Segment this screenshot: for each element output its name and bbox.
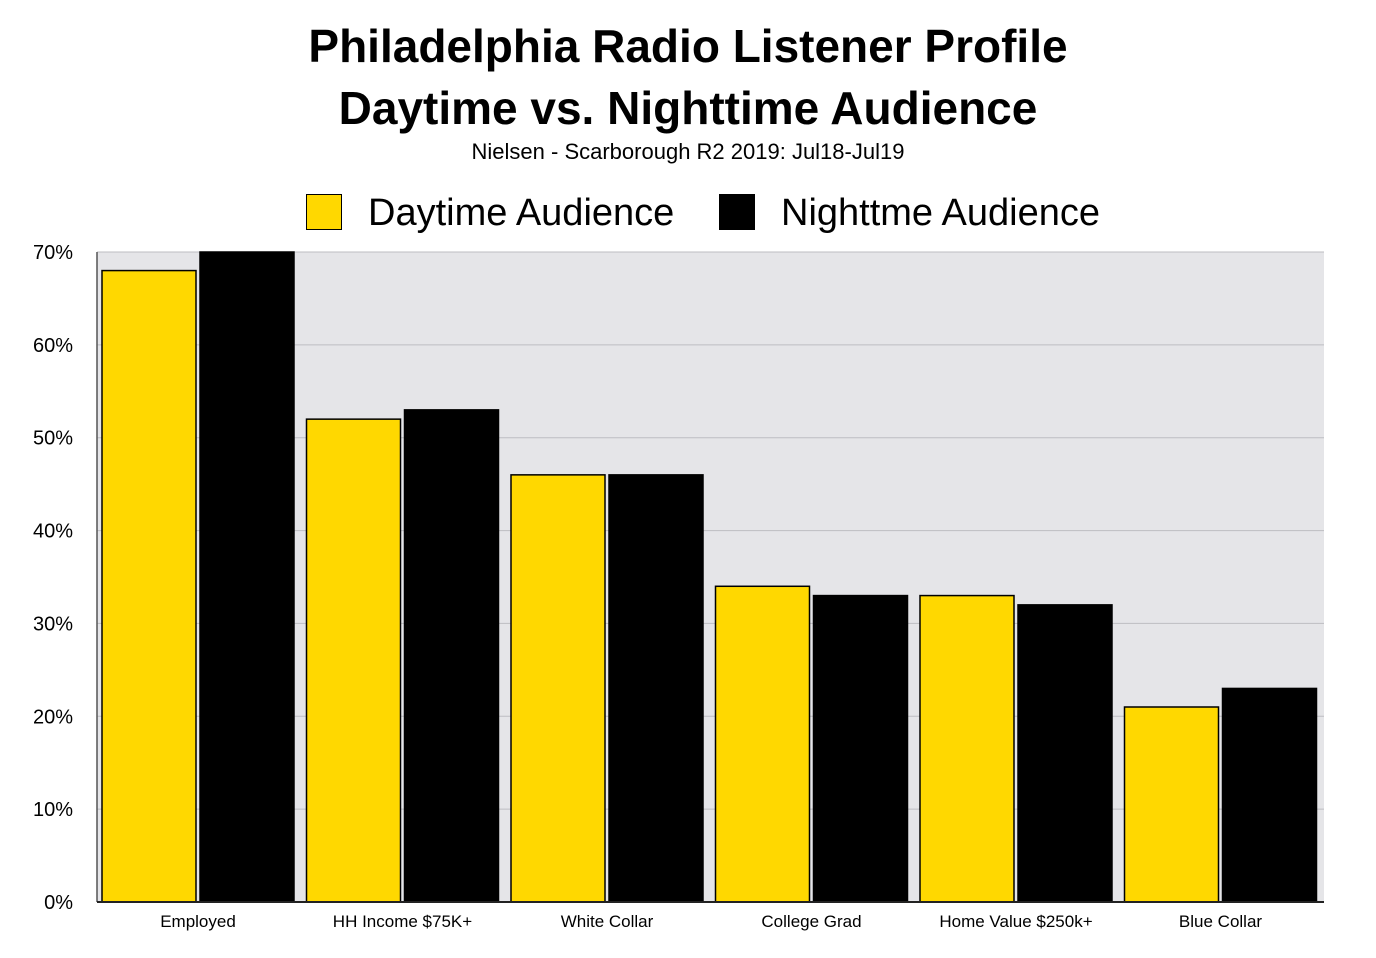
chart-title-line1: Philadelphia Radio Listener Profile bbox=[308, 20, 1068, 72]
chart-title-line2: Daytime vs. Nighttime Audience bbox=[338, 82, 1038, 134]
legend-label-nighttime: Nighttme Audience bbox=[781, 192, 1100, 234]
axes bbox=[96, 252, 1324, 903]
bar-nighttime-4 bbox=[1017, 604, 1113, 903]
bar-daytime-3 bbox=[714, 585, 811, 903]
y-tick-label: 20% bbox=[33, 706, 73, 728]
gridlines bbox=[97, 251, 1324, 810]
bars bbox=[101, 251, 1318, 903]
bar-nighttime-0 bbox=[199, 251, 295, 903]
x-tick-label: White Collar bbox=[561, 912, 654, 931]
bar-daytime-1 bbox=[305, 418, 402, 903]
tick-labels: 0% 10% 20% 30% 40% 50% 60% 70% Employed HH Income… bbox=[33, 242, 1262, 931]
y-tick-label: 50% bbox=[33, 428, 73, 450]
legend-label-daytime: Daytime Audience bbox=[368, 192, 675, 234]
bar-daytime-5 bbox=[1123, 706, 1220, 903]
x-tick-label: Blue Collar bbox=[1179, 912, 1262, 931]
bar-nighttime-5 bbox=[1221, 687, 1318, 903]
bar-nighttime-1 bbox=[403, 409, 500, 903]
legend-swatch-nighttime bbox=[719, 194, 755, 230]
x-tick-label: Home Value $250k+ bbox=[939, 912, 1092, 931]
bar-daytime-0 bbox=[101, 269, 197, 903]
x-tick-label: HH Income $75K+ bbox=[333, 912, 472, 931]
y-tick-label: 30% bbox=[33, 613, 73, 635]
bar-nighttime-3 bbox=[812, 594, 909, 903]
y-tick-label: 40% bbox=[33, 521, 73, 543]
chart-legend: Daytime Audience Nighttme Audience bbox=[0, 190, 1376, 238]
chart-subtitle: Nielsen - Scarborough R2 2019: Jul18-Jul… bbox=[471, 139, 905, 164]
y-tick-label: 10% bbox=[33, 799, 73, 821]
plot-area bbox=[97, 252, 1324, 902]
bar-daytime-2 bbox=[510, 474, 606, 903]
y-tick-label: 70% bbox=[33, 242, 73, 264]
x-tick-label: College Grad bbox=[761, 912, 861, 931]
x-tick-label: Employed bbox=[160, 912, 236, 931]
y-tick-label: 0% bbox=[44, 892, 73, 914]
bar-nighttime-2 bbox=[608, 474, 704, 903]
y-tick-label: 60% bbox=[33, 335, 73, 357]
bar-daytime-4 bbox=[919, 594, 1015, 903]
legend-swatch-daytime bbox=[306, 194, 342, 230]
